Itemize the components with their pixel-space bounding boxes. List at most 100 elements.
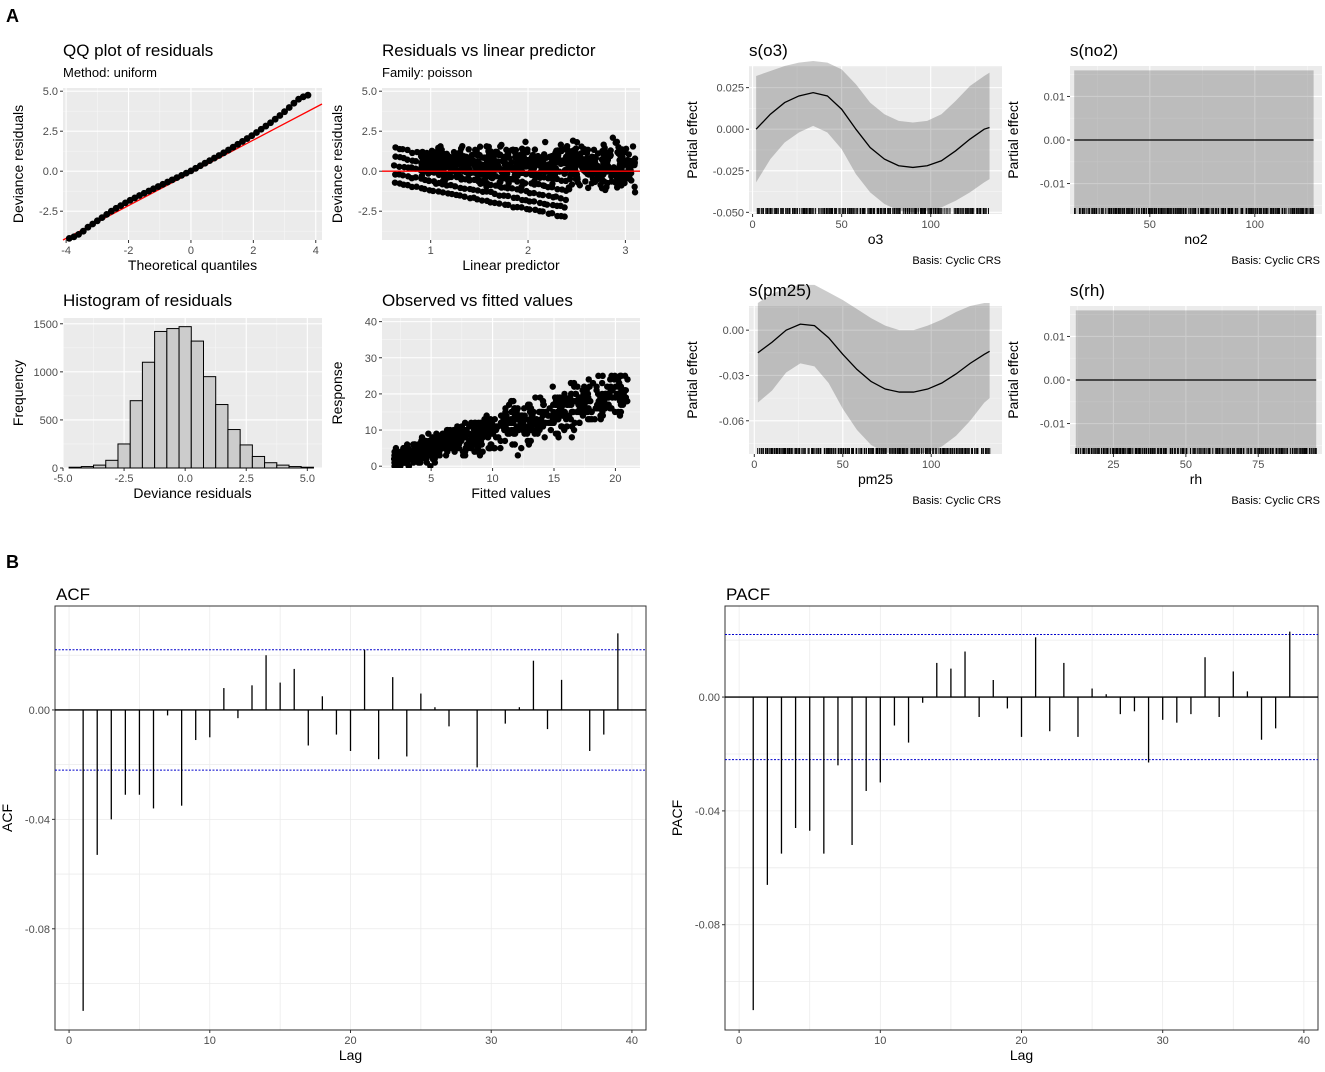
residual-point bbox=[502, 160, 510, 168]
observed-point bbox=[423, 459, 431, 466]
qq-point bbox=[276, 112, 284, 119]
x-tick-label: -4 bbox=[61, 245, 71, 257]
residual-point bbox=[539, 182, 547, 189]
residual-point bbox=[536, 174, 544, 181]
chart-caption: Basis: Cyclic CRS bbox=[912, 495, 1001, 507]
histogram-bar bbox=[166, 328, 180, 469]
residual-point bbox=[518, 204, 525, 211]
confidence-band bbox=[1075, 310, 1317, 454]
chart-title: Observed vs fitted values bbox=[382, 291, 573, 310]
residual-point bbox=[567, 172, 574, 179]
observed-point bbox=[512, 426, 520, 434]
observed-point bbox=[488, 441, 495, 448]
residual-point bbox=[465, 146, 472, 153]
observed-point bbox=[427, 441, 435, 448]
y-tick-label: 0.00 bbox=[1044, 375, 1065, 387]
residual-point bbox=[568, 181, 576, 188]
y-tick-label: -0.01 bbox=[1040, 179, 1065, 191]
y-axis-label: Partial effect bbox=[1005, 101, 1021, 179]
residual-point bbox=[491, 158, 499, 165]
observed-point bbox=[395, 452, 402, 459]
observed-point bbox=[523, 430, 531, 437]
y-tick-label: -0.025 bbox=[713, 166, 744, 178]
observed-point bbox=[514, 452, 522, 459]
residual-point bbox=[622, 145, 630, 153]
residual-point bbox=[522, 138, 529, 146]
x-tick-label: 50 bbox=[836, 219, 848, 231]
residual-point bbox=[496, 200, 503, 207]
residual-point bbox=[409, 149, 416, 157]
residual-point bbox=[474, 152, 481, 159]
residual-point bbox=[433, 161, 441, 168]
residual-point bbox=[521, 156, 529, 163]
residual-point bbox=[456, 148, 464, 156]
x-tick-label: 50 bbox=[837, 459, 849, 471]
residual-point bbox=[474, 158, 482, 165]
residual-point bbox=[579, 164, 586, 172]
residual-point bbox=[576, 182, 584, 189]
observed-point bbox=[541, 434, 548, 441]
residual-point bbox=[461, 185, 468, 192]
residual-point bbox=[467, 160, 475, 167]
residual-point bbox=[404, 156, 411, 163]
residual-point bbox=[501, 155, 509, 163]
observed-point bbox=[529, 416, 536, 423]
residual-point bbox=[498, 184, 505, 191]
residual-point bbox=[631, 189, 639, 196]
residual-point bbox=[625, 151, 633, 158]
smooth-fit-line bbox=[757, 323, 990, 393]
histogram-bar bbox=[105, 459, 119, 469]
observed-point bbox=[616, 372, 624, 380]
residual-point bbox=[474, 187, 482, 194]
x-tick-label: 25 bbox=[1107, 459, 1119, 471]
histogram-bar bbox=[202, 376, 217, 469]
chart-title: QQ plot of residuals bbox=[63, 41, 213, 60]
observed-point bbox=[589, 379, 597, 387]
x-tick-label: 100 bbox=[1246, 219, 1264, 231]
observed-point bbox=[452, 426, 459, 434]
y-tick-label: 0 bbox=[371, 461, 377, 473]
observed-point bbox=[511, 416, 519, 423]
residual-point bbox=[528, 169, 536, 176]
y-tick-label: 0.00 bbox=[29, 705, 50, 717]
chart-caption: Basis: Cyclic CRS bbox=[1231, 495, 1320, 507]
residual-point bbox=[426, 160, 433, 168]
observed-point bbox=[510, 397, 517, 405]
histogram-bar bbox=[215, 404, 229, 469]
observed-point bbox=[564, 412, 571, 419]
x-axis-label: Deviance residuals bbox=[133, 485, 251, 501]
residual-point bbox=[536, 162, 544, 170]
residual-point bbox=[514, 153, 521, 161]
residual-point bbox=[577, 157, 585, 165]
observed-point bbox=[536, 394, 544, 401]
qq-point bbox=[271, 115, 279, 123]
observed-point bbox=[444, 430, 451, 437]
x-tick-label: 20 bbox=[609, 473, 621, 485]
residual-point bbox=[465, 171, 472, 178]
residual-point bbox=[425, 170, 432, 177]
residual-point bbox=[413, 183, 420, 190]
observed-point bbox=[536, 408, 544, 416]
x-tick-label: 100 bbox=[922, 219, 940, 231]
observed-point bbox=[568, 408, 575, 416]
x-tick-label: -2.5 bbox=[115, 473, 134, 485]
y-tick-label: 2.5 bbox=[362, 126, 377, 138]
residual-point bbox=[461, 193, 468, 200]
observed-point bbox=[442, 452, 450, 459]
residual-point bbox=[518, 183, 525, 190]
y-tick-label: 0.000 bbox=[716, 124, 744, 136]
residual-point bbox=[602, 159, 609, 166]
observed-point bbox=[540, 401, 547, 408]
y-tick-label: -0.04 bbox=[695, 806, 720, 818]
y-axis-label: Deviance residuals bbox=[10, 105, 26, 223]
observed-point bbox=[528, 426, 535, 434]
x-axis-label: no2 bbox=[1184, 231, 1208, 247]
y-axis-label: Frequency bbox=[10, 360, 26, 426]
histogram-bar bbox=[276, 464, 290, 469]
residual-point bbox=[443, 155, 450, 162]
x-tick-label: -2 bbox=[124, 245, 134, 257]
residual-point bbox=[459, 143, 466, 150]
y-tick-label: 0.00 bbox=[723, 325, 744, 337]
residual-point bbox=[604, 179, 611, 187]
observed-point bbox=[505, 426, 512, 434]
